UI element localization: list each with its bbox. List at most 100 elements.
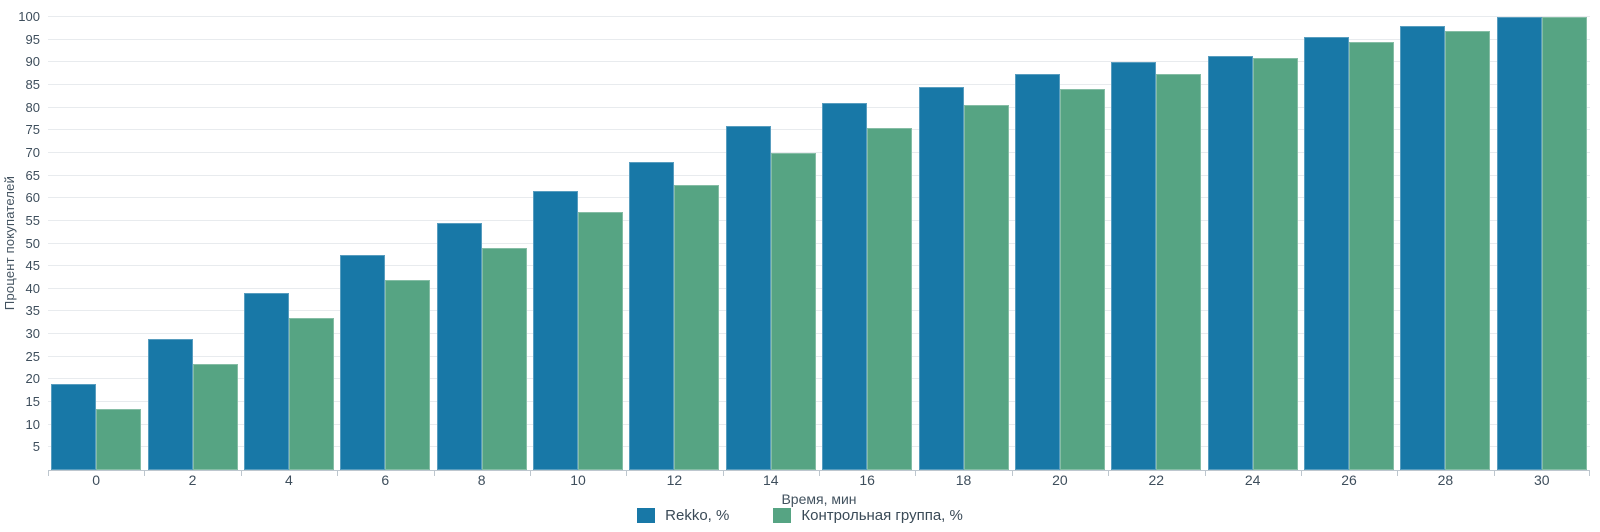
bar-control-x16[interactable]	[867, 128, 913, 470]
x-tick-label-26: 26	[1341, 472, 1357, 488]
legend-swatch-icon	[637, 508, 656, 523]
bar-rekko-x26[interactable]	[1304, 37, 1350, 470]
y-tick-label-10: 10	[25, 416, 40, 432]
gridline-y-45	[48, 265, 1590, 267]
bar-control-x28[interactable]	[1445, 30, 1491, 470]
x-tick-mark	[1397, 470, 1399, 476]
bar-control-x4[interactable]	[288, 318, 334, 470]
y-tick-label-70: 70	[25, 144, 40, 160]
y-tick-label-65: 65	[25, 167, 40, 183]
y-tick-label-55: 55	[25, 212, 40, 228]
bar-rekko-x10[interactable]	[533, 191, 579, 470]
gridline-y-70	[48, 151, 1590, 153]
bar-control-x6[interactable]	[385, 279, 431, 470]
gridline-y-25	[48, 355, 1590, 357]
bar-control-x14[interactable]	[770, 152, 816, 470]
bar-rekko-x4[interactable]	[243, 293, 289, 470]
x-tick-label-14: 14	[763, 472, 779, 488]
x-axis-title: Время, мин	[781, 491, 857, 507]
bar-rekko-x20[interactable]	[1014, 73, 1060, 470]
gridline-y-65	[48, 174, 1590, 176]
y-tick-label-5: 5	[32, 439, 40, 455]
x-tick-label-24: 24	[1244, 472, 1261, 488]
gridline-y-90	[48, 61, 1590, 63]
gridline-y-15	[48, 401, 1590, 403]
x-tick-mark	[722, 470, 724, 476]
x-tick-mark	[1204, 470, 1206, 476]
y-tick-label-80: 80	[25, 99, 40, 115]
x-tick-mark	[337, 470, 339, 476]
x-tick-mark	[819, 470, 820, 476]
bar-rekko-x24[interactable]	[1207, 55, 1253, 470]
bar-rekko-x30[interactable]	[1496, 17, 1542, 470]
y-tick-label-100: 100	[18, 9, 40, 24]
bar-rekko-x0[interactable]	[51, 383, 97, 470]
bar-rekko-x12[interactable]	[629, 161, 675, 470]
y-tick-label-40: 40	[25, 280, 40, 296]
bar-control-x12[interactable]	[674, 184, 720, 470]
y-tick-label-90: 90	[25, 54, 40, 70]
bar-rekko-x28[interactable]	[1400, 26, 1446, 470]
bar-rekko-x14[interactable]	[725, 125, 771, 470]
bar-control-x30[interactable]	[1541, 17, 1587, 470]
x-tick-label-22: 22	[1148, 472, 1165, 488]
gridline-y-55	[48, 219, 1590, 221]
gridline-y-60	[48, 197, 1590, 199]
gridline-y-30	[48, 333, 1590, 335]
x-tick-label-0: 0	[92, 472, 101, 488]
bar-rekko-x22[interactable]	[1111, 62, 1157, 470]
x-tick-label-6: 6	[381, 472, 390, 488]
gridline-y-20	[48, 378, 1590, 380]
x-tick-label-30: 30	[1534, 472, 1550, 488]
x-tick-mark	[240, 470, 242, 476]
bar-control-x0[interactable]	[96, 408, 142, 470]
gridline-y-100	[48, 16, 1590, 17]
x-tick-mark	[433, 470, 435, 476]
y-tick-label-15: 15	[25, 394, 40, 410]
legend-item-rekko[interactable]: Rekko, %	[637, 507, 729, 524]
bar-rekko-x18[interactable]	[918, 87, 964, 470]
bar-control-x10[interactable]	[578, 211, 624, 470]
y-tick-label-60: 60	[25, 190, 40, 206]
y-tick-label-20: 20	[25, 371, 40, 387]
gridline-y-80	[48, 106, 1590, 108]
x-tick-label-10: 10	[570, 472, 586, 488]
y-tick-label-85: 85	[25, 76, 40, 92]
bar-control-x22[interactable]	[1156, 73, 1202, 470]
bar-control-x8[interactable]	[481, 248, 527, 470]
bar-control-x2[interactable]	[192, 363, 238, 470]
y-tick-label-30: 30	[25, 326, 40, 342]
legend-label: Rekko, %	[665, 507, 730, 524]
x-tick-mark	[915, 470, 917, 476]
bar-control-x18[interactable]	[963, 105, 1009, 470]
x-tick-label-2: 2	[188, 472, 197, 488]
bar-control-x24[interactable]	[1252, 57, 1298, 470]
x-tick-label-18: 18	[955, 472, 972, 488]
bar-rekko-x8[interactable]	[436, 223, 482, 470]
bar-control-x20[interactable]	[1059, 89, 1105, 470]
legend-item-control-group[interactable]: Контрольная группа, %	[773, 507, 963, 524]
y-tick-label-35: 35	[25, 303, 40, 319]
gridline-y-40	[48, 287, 1590, 289]
x-tick-mark	[1493, 470, 1495, 476]
x-tick-mark	[48, 470, 49, 476]
x-tick-label-4: 4	[285, 472, 293, 488]
x-tick-mark	[1011, 470, 1013, 476]
legend-label: Контрольная группа, %	[801, 507, 963, 524]
x-tick-mark	[1300, 470, 1302, 476]
x-tick-mark	[1589, 470, 1590, 476]
y-tick-label-45: 45	[25, 258, 40, 274]
bar-rekko-x6[interactable]	[340, 254, 386, 470]
x-tick-mark	[529, 470, 531, 476]
y-tick-label-50: 50	[25, 235, 40, 251]
gridline-y-10	[48, 423, 1590, 425]
gridline-y-95	[48, 38, 1590, 40]
bar-rekko-x16[interactable]	[822, 103, 868, 470]
bar-control-x26[interactable]	[1349, 41, 1395, 470]
y-tick-label-25: 25	[25, 348, 40, 364]
legend-swatch-icon	[773, 508, 792, 523]
bar-rekko-x2[interactable]	[147, 338, 193, 470]
x-tick-label-20: 20	[1052, 472, 1068, 488]
gridline-y-75	[48, 129, 1590, 131]
